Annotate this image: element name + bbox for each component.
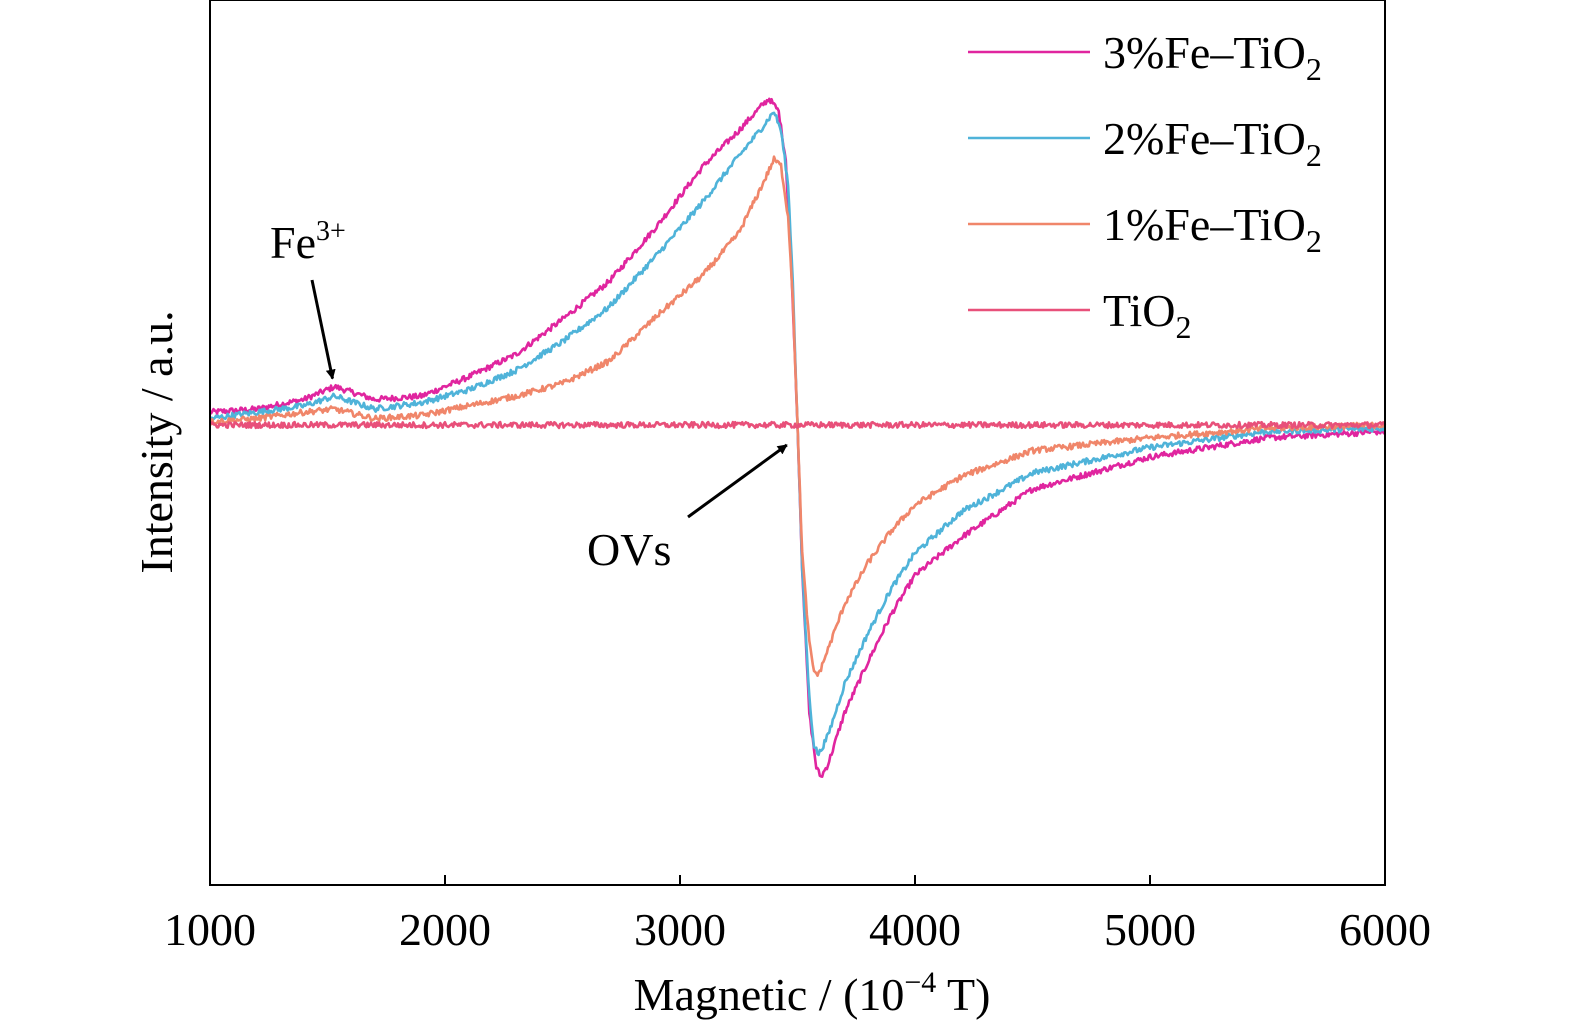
y-axis-label: Intensity / a.u. (131, 310, 182, 573)
annotation-label-ovs: OVs (587, 524, 671, 575)
x-axis-label-tail: T) (936, 969, 990, 1020)
legend-label-fe2: 2%Fe–TiO2 (1103, 113, 1322, 173)
x-tick-label-4000: 4000 (869, 904, 961, 955)
plot-frame (209, 0, 1386, 886)
legend: 3%Fe–TiO2 2%Fe–TiO2 1%Fe–TiO2 TiO2 (968, 27, 1322, 345)
x-tick-label-6000: 6000 (1339, 904, 1431, 955)
annotation-arrow-ovs (687, 443, 788, 519)
x-tick-label-3000: 3000 (634, 904, 726, 955)
annotations: Fe3+ OVs (270, 216, 788, 575)
series-line-fe1 (209, 155, 1386, 677)
x-axis: 1000 2000 3000 4000 5000 6000 (164, 875, 1431, 955)
x-axis-label-main: Magnetic / (10 (634, 969, 905, 1020)
legend-label-fe1: 1%Fe–TiO2 (1103, 199, 1322, 259)
series-layer (208, 97, 1387, 778)
legend-label-tio2: TiO2 (1103, 285, 1191, 345)
x-axis-label: Magnetic / (10−4 T) (634, 966, 991, 1020)
annotation-arrow-fe_peak (310, 279, 336, 380)
x-tick-label-5000: 5000 (1104, 904, 1196, 955)
series-line-tio2 (208, 420, 1387, 430)
annotation-label-fe_peak: Fe3+ (270, 216, 346, 268)
x-tick-label-2000: 2000 (399, 904, 491, 955)
x-axis-label-sup: −4 (904, 966, 936, 999)
legend-label-fe3: 3%Fe–TiO2 (1103, 27, 1322, 87)
x-tick-label-1000: 1000 (164, 904, 256, 955)
